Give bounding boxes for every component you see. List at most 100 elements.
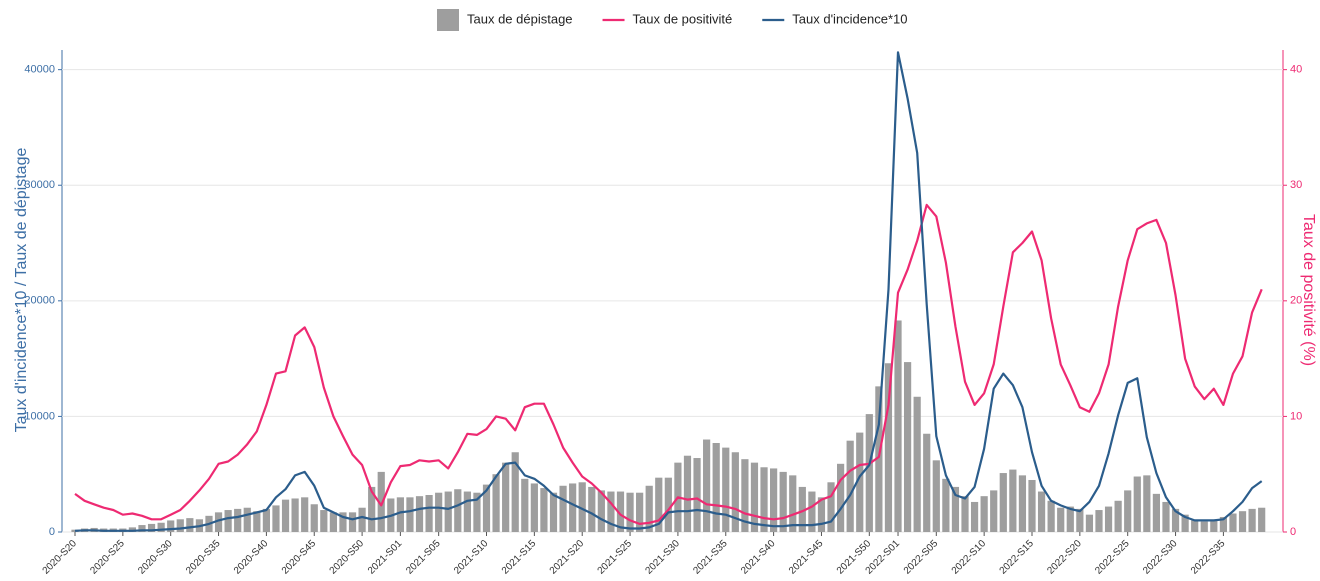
bar	[368, 486, 376, 532]
bar	[990, 490, 998, 532]
y-axis-title: Taux d'incidence*10 / Taux de dépistage	[13, 148, 30, 433]
line	[74, 203, 1263, 525]
x-tick-label: 2020-S50	[328, 538, 367, 577]
bar	[607, 491, 615, 532]
bar	[377, 471, 385, 532]
bar	[731, 452, 739, 532]
x-tick-label: 2021-S10	[452, 538, 491, 577]
bar	[253, 511, 261, 532]
bar	[597, 490, 605, 532]
y-tick-label: 20000	[24, 295, 55, 307]
bar	[1210, 520, 1218, 532]
legend-swatch	[437, 9, 459, 31]
bar	[1076, 508, 1084, 532]
bar	[147, 523, 156, 532]
bar	[1124, 490, 1132, 532]
bar	[234, 508, 242, 532]
x-tick-label: 2020-S30	[136, 538, 175, 577]
y-tick-label: 10000	[24, 410, 55, 422]
bar	[913, 396, 921, 532]
bar	[1152, 493, 1161, 532]
bar	[884, 363, 893, 532]
bar	[798, 486, 806, 532]
x-tick-label: 2020-S25	[88, 538, 127, 577]
bar	[291, 498, 299, 532]
y-tick-label: 30000	[24, 179, 55, 191]
bar	[540, 488, 548, 532]
bar	[444, 491, 452, 532]
bar	[559, 485, 567, 532]
bar	[358, 507, 366, 532]
bar	[865, 414, 873, 532]
bar	[875, 386, 883, 532]
x-tick-label: 2022-S25	[1093, 538, 1132, 577]
x-tick-label: 2020-S20	[41, 538, 80, 577]
bar	[894, 320, 902, 532]
x-tick-label: 2022-S10	[950, 538, 989, 577]
x-tick-label: 2021-S25	[596, 538, 635, 577]
bar	[741, 459, 749, 532]
y-tick-label: 0	[49, 526, 55, 538]
bar	[1181, 514, 1189, 532]
bar	[1066, 506, 1074, 532]
bar	[128, 527, 137, 532]
x-tick-label: 2020-S40	[232, 538, 271, 577]
bar	[339, 512, 347, 532]
bar	[329, 512, 337, 532]
bar	[310, 504, 318, 532]
y-tick-label: 40000	[24, 64, 55, 76]
bar	[1143, 475, 1151, 532]
x-tick-label: 2021-S05	[404, 538, 443, 577]
y2-tick-label: 40	[1290, 64, 1302, 76]
bar	[406, 497, 414, 532]
y2-tick-label: 20	[1290, 295, 1302, 307]
bar	[703, 439, 711, 532]
bar	[779, 471, 787, 532]
x-tick-label: 2022-S05	[902, 538, 941, 577]
bar	[521, 478, 529, 532]
bar	[750, 462, 759, 532]
y2-tick-label: 10	[1290, 410, 1302, 422]
bar	[272, 505, 280, 532]
bar	[415, 496, 424, 532]
bar	[999, 473, 1007, 532]
y2-tick-label: 30	[1290, 179, 1302, 191]
bar	[789, 475, 797, 532]
bar	[980, 496, 988, 532]
bar	[760, 467, 768, 532]
bar	[856, 432, 864, 532]
bar	[1095, 510, 1103, 532]
bar	[492, 474, 500, 532]
bar	[616, 491, 625, 532]
legend-label: Taux de positivité	[633, 11, 733, 26]
x-tick-label: 2021-S30	[643, 538, 682, 577]
bar	[578, 482, 586, 532]
bar	[932, 460, 940, 532]
bar	[1104, 506, 1113, 532]
bar	[157, 522, 165, 532]
bar	[817, 497, 826, 532]
bar	[837, 463, 845, 532]
bar	[1037, 491, 1046, 532]
bar	[435, 492, 443, 532]
line	[74, 51, 1263, 532]
bar	[961, 496, 969, 532]
bar	[138, 525, 146, 532]
bar	[396, 497, 404, 532]
bar	[722, 447, 730, 532]
bar	[511, 452, 519, 532]
y2-tick-label: 0	[1290, 526, 1296, 538]
bar	[482, 484, 491, 532]
bar	[903, 362, 912, 532]
bar	[176, 519, 184, 532]
bar	[827, 482, 835, 532]
bar	[588, 486, 596, 532]
x-tick-label: 2021-S45	[787, 538, 826, 577]
bar	[1238, 511, 1247, 532]
bar	[549, 492, 558, 532]
bar	[262, 508, 270, 532]
bar	[970, 501, 979, 532]
x-tick-label: 2022-S35	[1189, 538, 1228, 577]
x-tick-label: 2021-S15	[500, 538, 539, 577]
